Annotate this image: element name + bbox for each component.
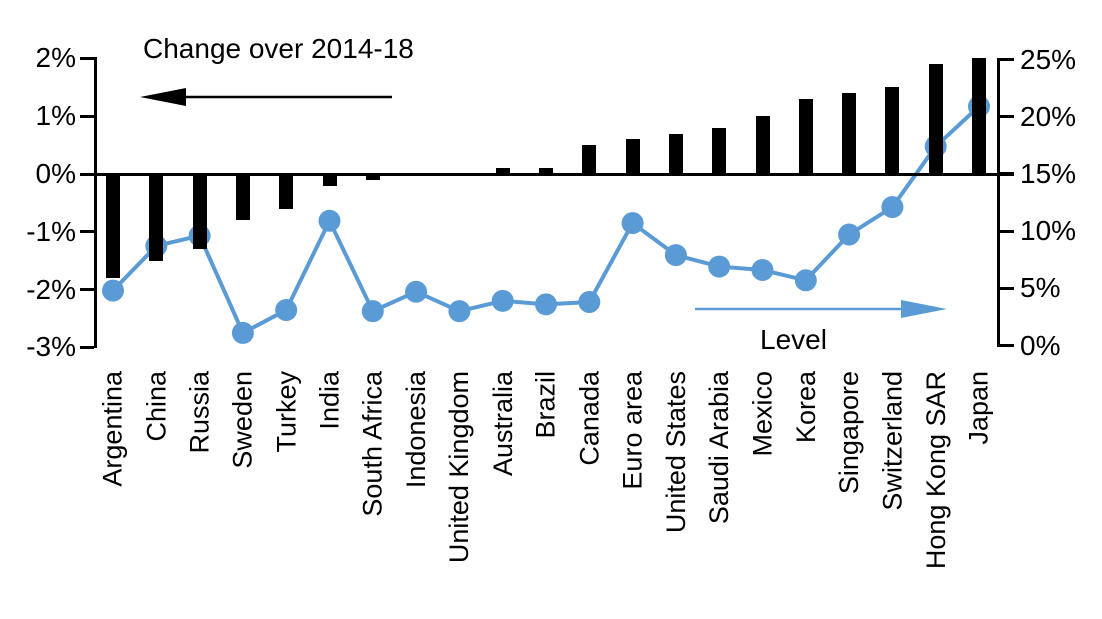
right-axis-tick-label: 15% — [1020, 157, 1077, 189]
left-axis-tick — [80, 114, 94, 118]
x-category-label: Euro area — [617, 371, 648, 490]
left-series-title: Change over 2014-18 — [143, 33, 414, 64]
right-axis-tick — [1000, 115, 1014, 119]
x-category-label: Korea — [790, 371, 821, 444]
right-axis-tick — [1000, 58, 1014, 61]
bar — [885, 87, 900, 174]
left-axis-tick — [80, 345, 94, 349]
x-category-label: Brazil — [531, 371, 561, 439]
level-marker — [361, 300, 384, 323]
bar — [842, 93, 857, 174]
right-axis-tick-label: 5% — [1020, 272, 1061, 304]
x-category-label: Russia — [184, 371, 215, 454]
right-axis-tick — [1000, 172, 1014, 176]
left-axis-tick — [80, 230, 94, 234]
bar — [582, 145, 597, 174]
left-axis-tick-label: -2% — [26, 273, 76, 305]
x-category-label: India — [314, 371, 345, 430]
x-category-label: South Africa — [357, 371, 388, 517]
bar — [928, 64, 943, 174]
x-category-label: China — [141, 371, 172, 442]
level-marker — [535, 293, 557, 316]
right-series-title: Level — [760, 324, 827, 355]
left-axis-tick-label: 1% — [35, 100, 76, 132]
left-axis-tick — [80, 172, 94, 176]
bar — [192, 174, 207, 250]
level-marker — [231, 321, 254, 344]
right-axis-tick-label: 20% — [1020, 100, 1077, 132]
level-marker — [578, 291, 601, 314]
level-marker — [621, 212, 644, 235]
right-axis-tick-label: 0% — [1020, 329, 1061, 361]
right-axis-tick — [1000, 344, 1014, 347]
level-marker — [751, 258, 774, 281]
x-category-label: United States — [660, 371, 691, 534]
zero-baseline — [94, 172, 1014, 176]
x-category-label: Mexico — [747, 371, 778, 457]
right-axis-spine — [997, 58, 1000, 347]
x-category-label: Japan — [964, 371, 994, 445]
x-category-label: Indonesia — [401, 371, 432, 489]
right-axis-tick — [1000, 286, 1014, 290]
left-axis-tick — [80, 288, 94, 292]
bar — [279, 174, 294, 209]
x-category-label: Switzerland — [877, 371, 908, 511]
bar — [365, 174, 380, 180]
level-marker — [102, 279, 124, 302]
x-category-label: Hong Kong SAR — [920, 371, 951, 570]
bar — [322, 174, 337, 186]
right-axis-tick-label: 10% — [1020, 215, 1077, 247]
bar — [495, 168, 510, 174]
left-axis-tick-label: -1% — [26, 215, 76, 247]
level-marker — [448, 300, 471, 323]
bar — [106, 174, 120, 279]
level-arrow-head — [901, 300, 947, 318]
bar — [755, 116, 770, 174]
bar — [625, 139, 640, 174]
x-category-label: Argentina — [98, 371, 128, 487]
level-marker — [491, 289, 514, 312]
x-category-label: Saudi Arabia — [704, 371, 735, 525]
level-marker — [664, 244, 687, 267]
level-marker — [708, 255, 731, 278]
x-category-label: United Kingdom — [444, 371, 475, 564]
x-category-label: Singapore — [834, 371, 865, 495]
left-axis-tick-label: 0% — [35, 158, 76, 189]
left-axis-tick-label: -3% — [26, 331, 76, 363]
x-category-label: Turkey — [271, 371, 302, 453]
right-axis-tick-label: 25% — [1020, 43, 1077, 75]
left-axis-tick-label: 2% — [35, 42, 76, 74]
bar — [668, 133, 683, 174]
bar — [712, 127, 727, 174]
level-marker — [794, 269, 817, 292]
bar — [798, 98, 813, 174]
left-axis-tick — [80, 56, 94, 60]
x-category-label: Sweden — [227, 371, 258, 469]
x-category-label: Canada — [574, 371, 605, 466]
level-marker — [405, 280, 428, 303]
bar — [972, 58, 986, 174]
level-marker — [881, 196, 904, 219]
level-marker — [275, 299, 298, 322]
bar — [539, 168, 553, 174]
change-arrow-head — [140, 88, 186, 106]
bar — [235, 174, 250, 221]
level-marker — [318, 209, 341, 232]
x-category-label: Australia — [487, 371, 518, 477]
right-axis-tick — [1000, 229, 1014, 233]
left-axis-spine — [94, 57, 97, 348]
bar — [149, 174, 164, 261]
level-marker — [838, 223, 861, 246]
